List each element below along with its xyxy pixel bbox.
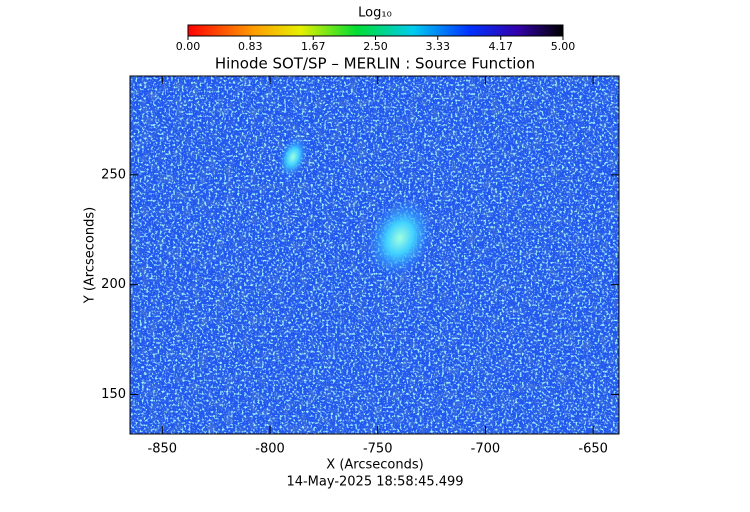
colorbar-tick-label: 2.50 [363,40,388,53]
y-tick-label: 200 [101,277,126,292]
chart-title: Hinode SOT/SP – MERLIN : Source Function [215,55,535,73]
colorbar-tick-label: 4.17 [489,40,514,53]
timestamp: 14-May-2025 18:58:45.499 [286,475,463,490]
x-tick-label: -800 [255,442,285,457]
x-tick-label: -850 [148,442,178,457]
image [130,76,619,434]
x-axis-label: X (Arcseconds) [326,458,423,473]
colorbar-tick-label: 3.33 [426,40,451,53]
y-axis-label: Y (Arcseconds) [83,207,98,304]
bright-region [277,135,309,179]
colorbar-tick-label: 0.00 [176,40,201,53]
bright-region [365,197,435,279]
colorbar [187,24,564,37]
y-tick-label: 250 [101,167,126,182]
y-tick-label: 150 [101,387,126,402]
x-tick-label: -750 [363,442,393,457]
colorbar-label: Log₁₀ [358,6,392,21]
x-tick-label: -650 [578,442,608,457]
x-tick-label: -700 [471,442,501,457]
colorbar-gradient [187,24,564,37]
colorbar-tick-label: 5.00 [551,40,576,53]
colorbar-tick-label: 0.83 [238,40,263,53]
plot-frame [129,75,620,435]
colorbar-tick-label: 1.67 [301,40,326,53]
